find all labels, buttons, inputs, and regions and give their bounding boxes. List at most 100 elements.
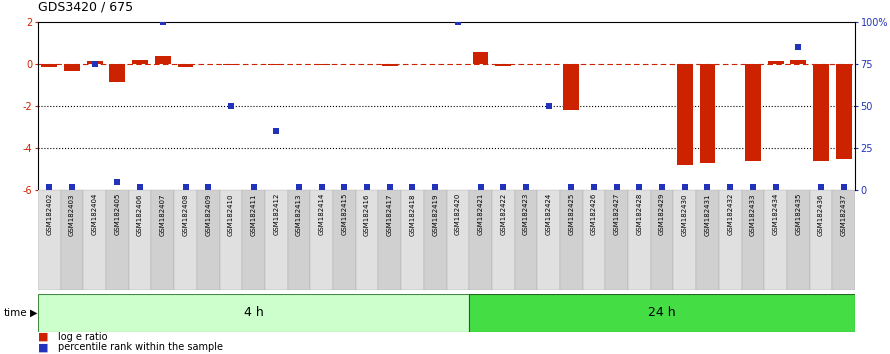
Point bbox=[314, 184, 328, 189]
Bar bbox=[674, 190, 696, 290]
Text: GSM182419: GSM182419 bbox=[433, 193, 438, 235]
Text: log e ratio: log e ratio bbox=[58, 332, 107, 342]
Point bbox=[450, 19, 465, 25]
Text: GSM182410: GSM182410 bbox=[228, 193, 234, 235]
Text: GDS3420 / 675: GDS3420 / 675 bbox=[38, 1, 134, 14]
Bar bbox=[106, 190, 129, 290]
Bar bbox=[765, 190, 787, 290]
Text: GSM182430: GSM182430 bbox=[682, 193, 688, 235]
Text: GSM182413: GSM182413 bbox=[296, 193, 302, 235]
Bar bbox=[538, 190, 560, 290]
Bar bbox=[790, 60, 806, 64]
Text: GSM182418: GSM182418 bbox=[409, 193, 416, 235]
Bar bbox=[242, 190, 265, 290]
Bar bbox=[197, 190, 220, 290]
Point bbox=[42, 184, 56, 189]
Point bbox=[337, 184, 352, 189]
Text: GSM182433: GSM182433 bbox=[750, 193, 756, 235]
Bar bbox=[401, 190, 424, 290]
Text: ▶: ▶ bbox=[30, 308, 37, 318]
Bar bbox=[810, 190, 832, 290]
Point bbox=[133, 184, 147, 189]
Bar bbox=[356, 190, 378, 290]
Text: ■: ■ bbox=[38, 342, 48, 352]
Text: GSM182411: GSM182411 bbox=[251, 193, 256, 235]
Point bbox=[473, 184, 488, 189]
Text: GSM182423: GSM182423 bbox=[523, 193, 529, 235]
Point bbox=[655, 184, 669, 189]
Point bbox=[496, 184, 510, 189]
Bar bbox=[492, 190, 514, 290]
Text: GSM182421: GSM182421 bbox=[478, 193, 483, 235]
Point bbox=[110, 179, 125, 184]
Point bbox=[813, 184, 828, 189]
Text: GSM182402: GSM182402 bbox=[46, 193, 53, 235]
Text: percentile rank within the sample: percentile rank within the sample bbox=[58, 342, 222, 352]
Bar bbox=[174, 190, 197, 290]
Text: GSM182434: GSM182434 bbox=[773, 193, 779, 235]
Point bbox=[541, 103, 555, 109]
Text: GSM182408: GSM182408 bbox=[182, 193, 189, 235]
Text: 24 h: 24 h bbox=[648, 307, 676, 320]
Bar bbox=[563, 64, 579, 110]
Point bbox=[292, 184, 306, 189]
Text: GSM182404: GSM182404 bbox=[92, 193, 98, 235]
Point bbox=[65, 184, 79, 189]
Bar bbox=[700, 64, 716, 163]
Bar bbox=[628, 190, 651, 290]
Text: GSM182414: GSM182414 bbox=[319, 193, 325, 235]
Point bbox=[768, 184, 782, 189]
Text: GSM182428: GSM182428 bbox=[636, 193, 643, 235]
Point bbox=[723, 184, 737, 189]
Bar bbox=[314, 64, 329, 65]
Text: GSM182427: GSM182427 bbox=[614, 193, 619, 235]
Bar bbox=[813, 64, 829, 161]
Bar bbox=[696, 190, 719, 290]
Point bbox=[178, 184, 192, 189]
Bar bbox=[311, 190, 333, 290]
Bar bbox=[651, 190, 674, 290]
Point bbox=[632, 184, 646, 189]
Text: GSM182403: GSM182403 bbox=[69, 193, 75, 235]
Text: GSM182420: GSM182420 bbox=[455, 193, 461, 235]
Point bbox=[700, 184, 715, 189]
Bar bbox=[832, 190, 855, 290]
Text: GSM182407: GSM182407 bbox=[160, 193, 166, 235]
Bar bbox=[87, 61, 102, 64]
Text: GSM182417: GSM182417 bbox=[387, 193, 392, 235]
Bar bbox=[583, 190, 605, 290]
Bar bbox=[382, 64, 398, 66]
Point bbox=[87, 61, 101, 67]
Text: GSM182425: GSM182425 bbox=[569, 193, 574, 235]
Text: GSM182426: GSM182426 bbox=[591, 193, 597, 235]
Bar bbox=[220, 190, 242, 290]
Bar bbox=[265, 190, 287, 290]
Bar bbox=[129, 190, 151, 290]
Bar bbox=[287, 190, 311, 290]
Point bbox=[564, 184, 578, 189]
Bar bbox=[473, 52, 489, 64]
Bar bbox=[745, 64, 761, 161]
Bar bbox=[133, 60, 148, 64]
Point bbox=[428, 184, 442, 189]
Text: GSM182415: GSM182415 bbox=[342, 193, 347, 235]
Point bbox=[269, 129, 283, 134]
Bar bbox=[677, 64, 692, 165]
Text: GSM182431: GSM182431 bbox=[705, 193, 710, 235]
Point bbox=[223, 103, 238, 109]
Bar bbox=[64, 64, 80, 72]
Text: GSM182406: GSM182406 bbox=[137, 193, 143, 235]
Point bbox=[383, 184, 397, 189]
Bar bbox=[836, 64, 852, 159]
Text: GSM182416: GSM182416 bbox=[364, 193, 370, 235]
Bar bbox=[155, 56, 171, 64]
Bar bbox=[496, 64, 511, 66]
Text: GSM182405: GSM182405 bbox=[115, 193, 120, 235]
Point bbox=[610, 184, 624, 189]
Point bbox=[791, 44, 805, 50]
Point bbox=[837, 184, 851, 189]
Bar bbox=[333, 190, 356, 290]
Point bbox=[587, 184, 601, 189]
Point bbox=[519, 184, 533, 189]
Bar bbox=[560, 190, 583, 290]
